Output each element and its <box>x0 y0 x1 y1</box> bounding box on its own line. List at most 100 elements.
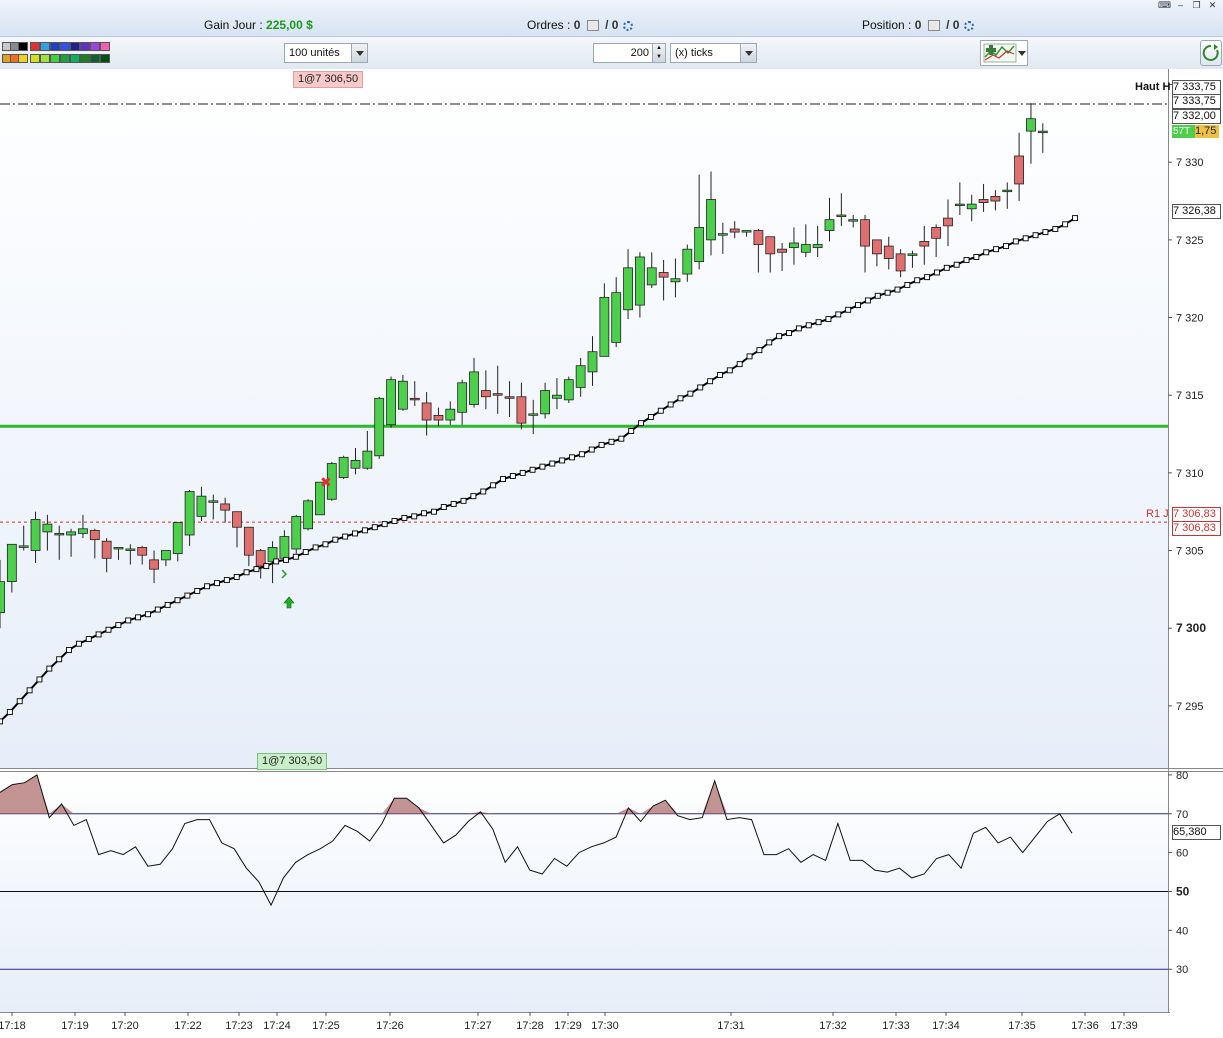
ma-point <box>707 378 714 385</box>
ma-point <box>657 407 664 414</box>
y-tick-label: 7 310 <box>1176 468 1204 480</box>
ma-point <box>263 563 270 570</box>
ma-point <box>66 646 72 653</box>
chevron-down-icon[interactable] <box>351 44 367 62</box>
color-palette[interactable] <box>0 41 118 65</box>
y-tick-label: 7 320 <box>1176 313 1204 325</box>
price-panel-bg <box>0 69 1168 768</box>
position-settings-icon[interactable] <box>963 20 974 31</box>
x-tick-label: 17:25 <box>312 1020 340 1032</box>
orders-list-icon[interactable] <box>586 20 599 32</box>
ma-point <box>273 558 280 565</box>
candle-up <box>836 214 847 217</box>
minimize-icon[interactable]: – <box>1177 0 1183 10</box>
ma-point <box>845 306 852 313</box>
quantity-select[interactable]: 100 unités <box>284 43 368 63</box>
candle-down <box>777 248 787 253</box>
r1-label: R1 J <box>1146 508 1169 520</box>
ticks-stepper[interactable]: 200 ▲ ▼ <box>593 43 666 63</box>
ma-point <box>154 606 161 613</box>
candle-down <box>990 195 1001 202</box>
ticks-value: 200 <box>630 47 649 59</box>
ma-point <box>125 617 132 624</box>
x-tick-label: 17:20 <box>111 1020 139 1032</box>
y-tick-label: 7 295 <box>1176 701 1204 713</box>
candle-up <box>848 219 859 222</box>
ma-point <box>815 319 822 326</box>
sell-order-tag[interactable]: 1@7 306,50 <box>293 71 364 88</box>
ma-point <box>933 269 940 276</box>
ma-point <box>835 311 842 318</box>
orders-label: Ordres : <box>527 18 571 32</box>
ma-point <box>1003 243 1009 250</box>
ma-point <box>184 592 191 599</box>
candle-up <box>966 203 977 210</box>
price-tag-last: 7 332,00 <box>1172 109 1221 124</box>
candle-up <box>338 456 349 478</box>
restore-icon[interactable]: ❐ <box>1192 0 1201 10</box>
ma-price-tag: 7 326,38 <box>1172 204 1221 219</box>
spin-arrows-icon[interactable]: ▲ ▼ <box>652 44 665 62</box>
candle-down <box>137 547 148 556</box>
candle-up <box>184 491 195 536</box>
candle-up <box>30 519 41 551</box>
ma-point <box>559 457 566 464</box>
candle-down <box>765 236 776 255</box>
ma-point <box>194 587 201 594</box>
candle-down <box>480 390 491 398</box>
orders-pending: / 0 <box>605 18 619 32</box>
position-status: Position : 0 / 0 <box>862 18 974 32</box>
close-icon[interactable]: ✕ <box>1208 0 1217 10</box>
candle-down <box>433 414 444 421</box>
candle-up <box>587 351 598 373</box>
ticks-unit-select[interactable]: (x) ticks <box>670 43 757 63</box>
candle-up <box>457 382 468 413</box>
add-indicator-button[interactable] <box>980 40 1028 66</box>
position-label: Position : <box>862 18 912 32</box>
entry-marker-icon <box>281 569 288 579</box>
candle-up <box>717 233 728 236</box>
candle-down <box>89 529 100 541</box>
ma-point <box>993 246 1000 253</box>
window-controls: ⌨ – ❐ ✕ <box>1158 0 1219 12</box>
ma-point <box>352 530 358 537</box>
candle-up <box>208 500 219 503</box>
chevron-down-icon[interactable] <box>740 44 756 62</box>
candle-down <box>421 402 432 421</box>
position-list-icon[interactable] <box>927 20 940 32</box>
candle-down <box>516 396 527 424</box>
ma-point <box>549 460 556 467</box>
candle-down <box>872 239 882 255</box>
candle-down <box>729 228 740 233</box>
candle-down <box>409 397 420 401</box>
ma-point <box>233 573 240 580</box>
ma-point <box>36 676 43 683</box>
buy-order-label: 1@7 303,50 <box>262 755 323 767</box>
ma-point <box>943 264 950 271</box>
ma-point <box>726 367 733 374</box>
candle-up <box>682 248 693 275</box>
current-price-tag: 1,75 <box>1195 125 1219 138</box>
refresh-button[interactable] <box>1200 40 1222 66</box>
ma-point <box>480 488 487 495</box>
ma-point <box>105 626 112 633</box>
ma-point <box>1052 226 1059 232</box>
ma-point <box>450 500 457 507</box>
candle-up <box>303 500 314 530</box>
keyboard-icon[interactable]: ⌨ <box>1158 0 1171 10</box>
candle-up <box>812 244 823 249</box>
axis-area-bg <box>1168 69 1223 1038</box>
ma-point <box>539 463 546 470</box>
orders-settings-icon[interactable] <box>622 20 633 31</box>
candle-up <box>315 481 325 516</box>
ma-point <box>677 395 684 402</box>
ma-point <box>894 286 901 293</box>
candle-up <box>350 460 361 469</box>
candle-down <box>919 241 930 247</box>
buy-order-tag[interactable]: 1@7 303,50 <box>257 753 328 770</box>
y-tick-label: 7 305 <box>1176 546 1204 558</box>
ma-point <box>736 361 743 368</box>
ma-point <box>85 636 92 643</box>
candle-up <box>362 450 373 469</box>
